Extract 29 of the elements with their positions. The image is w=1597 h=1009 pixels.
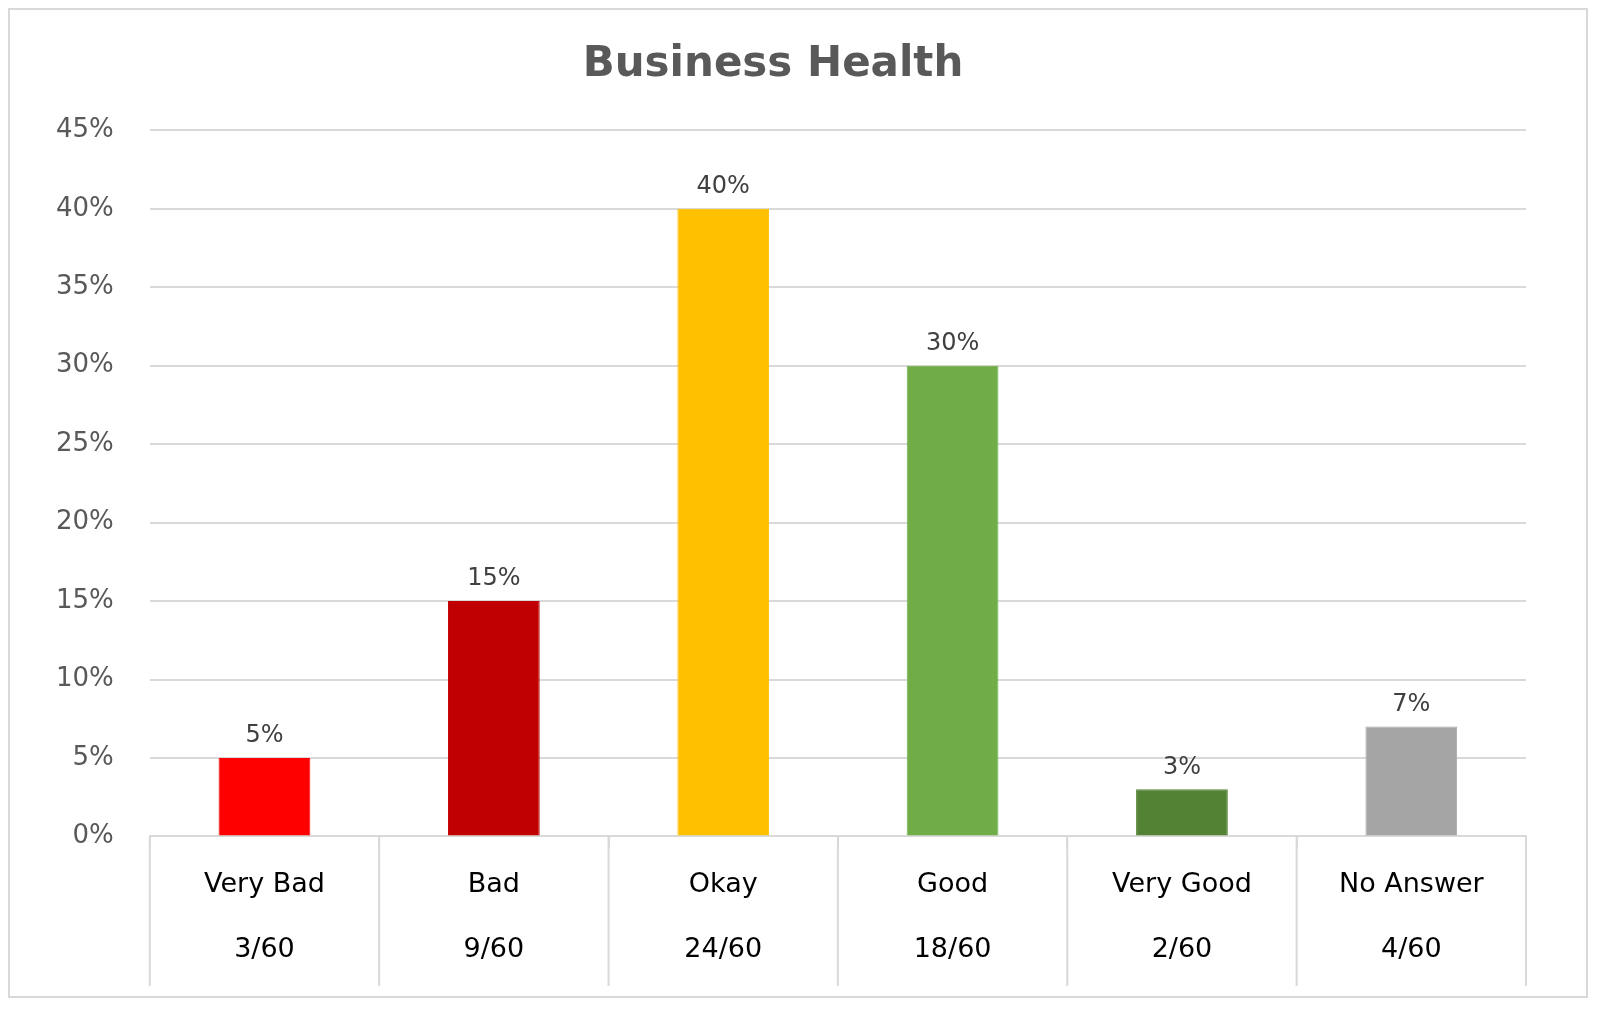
bar [447,601,540,836]
data-label: 15% [467,563,521,592]
bar [218,757,311,836]
y-tick-label: 15% [55,583,114,614]
data-label: 3% [1162,751,1201,780]
data-label: 30% [925,327,980,356]
bar [1365,726,1458,836]
category-label: Bad 9/60 [463,866,525,963]
category-label: Okay 24/60 [684,866,763,963]
category-label: Good 18/60 [913,866,992,963]
y-tick-label: 25% [55,426,114,457]
data-label: 7% [1392,688,1431,717]
y-tick-label: 0% [72,819,114,850]
y-tick-label: 35% [55,270,114,301]
y-tick-label: 45% [55,113,114,144]
bar [906,365,999,836]
y-tick-label: 30% [55,348,114,379]
bar [677,208,770,836]
chart-title: Business Health [582,37,964,87]
y-tick-label: 20% [55,505,114,536]
y-tick-label: 5% [72,740,114,771]
data-label: 40% [696,171,750,200]
category-label: Very Bad 3/60 [204,866,325,963]
y-tick-label: 40% [55,191,114,222]
y-tick-label: 10% [55,662,114,693]
category-label: Very Good 2/60 [1112,866,1252,963]
data-label: 5% [245,720,284,749]
bar [1136,789,1228,836]
category-label: No Answer 4/60 [1338,866,1484,963]
